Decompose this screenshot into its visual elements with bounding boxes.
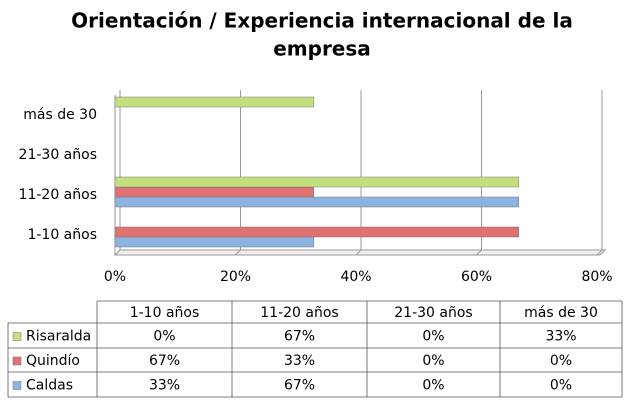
legend-label: Risaralda [26, 329, 91, 345]
table-header: más de 30 [524, 305, 598, 321]
chart-title: empresa [273, 37, 371, 61]
table-cell: 0% [422, 353, 444, 369]
grid-line [355, 249, 362, 256]
table-cell: 0% [550, 378, 572, 394]
y-tick-label: 1-10 años [27, 227, 97, 243]
y-tick-label: 21-30 años [19, 147, 97, 163]
table-cell: 33% [545, 329, 576, 345]
table-cell: 0% [153, 329, 175, 345]
bar [114, 96, 315, 108]
y-tick-label: más de 30 [23, 107, 97, 123]
table-cell: 0% [550, 353, 572, 369]
x-tick-label: 60% [461, 269, 492, 285]
legend-label: Quindío [26, 353, 80, 369]
legend-label: Caldas [26, 378, 73, 394]
legend-swatch [12, 381, 22, 390]
x-tick-label: 0% [104, 269, 126, 285]
legend-swatch [12, 356, 22, 366]
bar [114, 236, 315, 248]
table-cell: 33% [284, 353, 315, 369]
table-cell: 0% [422, 329, 444, 345]
bar [114, 196, 519, 208]
x-tick-label: 20% [220, 269, 251, 285]
table-header: 21-30 años [394, 305, 472, 321]
grid-line [476, 249, 482, 256]
table-cell: 33% [149, 378, 180, 394]
table-cell: 0% [422, 378, 444, 394]
bar [114, 226, 519, 238]
table-header: 11-20 años [260, 305, 338, 321]
grid-line [235, 249, 241, 256]
y-tick-label: 11-20 años [19, 187, 97, 203]
table-cell: 67% [284, 329, 315, 345]
grid-line [114, 249, 121, 256]
grid-line [596, 249, 603, 256]
bar [114, 176, 519, 188]
table-cell: 67% [284, 378, 315, 394]
bar [114, 186, 315, 198]
chart-title: Orientación / Experiencia internacional … [71, 9, 573, 33]
x-tick-label: 80% [581, 269, 612, 285]
table-header: 1-10 años [130, 305, 200, 321]
legend-swatch [12, 332, 22, 341]
table-cell: 67% [149, 353, 180, 369]
x-tick-label: 40% [340, 269, 371, 285]
